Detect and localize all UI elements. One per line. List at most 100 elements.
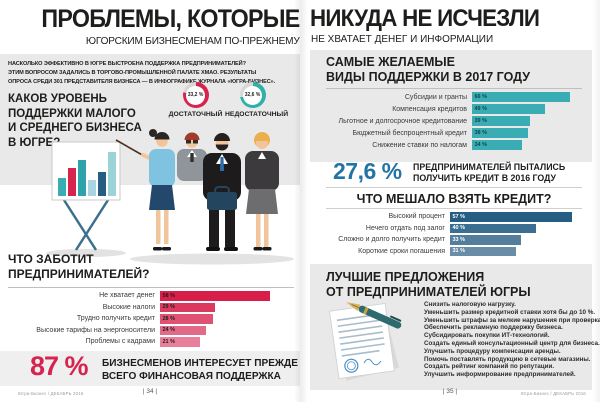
bar: 49 % <box>472 104 545 114</box>
suggestions-title: ЛУЧШИЕ ПРЕДЛОЖЕНИЯ ОТ ПРЕДПРИНИМАТЕЛЕЙ Ю… <box>326 270 531 300</box>
bar: 28 % <box>160 314 214 324</box>
person-red-hair-man <box>177 132 207 181</box>
bar-value-label: 33 % <box>452 236 466 243</box>
business-people-group <box>115 129 294 265</box>
person-black-suit-man <box>203 133 241 251</box>
concerns-bar-chart: Не хватает денег 58 % Высокие налоги 29 % Тр… <box>8 291 298 349</box>
pointer-stick-icon <box>115 139 145 157</box>
business-people-illustration <box>46 129 294 265</box>
bar-value-label: 66 % <box>474 94 488 100</box>
donut-gauge: 32,6 % НЕДОСТАТОЧНЫЙ <box>225 82 289 118</box>
bar-row: Высокий процент 57 % <box>326 212 582 222</box>
bar-row: Компенсация кредитов 49 % <box>326 104 582 114</box>
gauge-value: 33,2 % <box>186 85 205 105</box>
signature-icon <box>363 358 382 366</box>
desired-support-panel <box>310 50 592 162</box>
bar-value-label: 21 % <box>162 338 176 345</box>
bar-row: Высокие налоги 29 % <box>8 302 298 312</box>
bar: 57 % <box>450 212 572 222</box>
flipchart-icon <box>46 141 126 257</box>
bar-row: Бюджетный беспроцентный кредит 38 % <box>326 128 582 138</box>
bar-value-label: 29 % <box>162 304 176 311</box>
bar-category-label: Сложно и долго получить кредит <box>338 236 445 244</box>
divider <box>8 287 294 288</box>
bar-value-label: 39 % <box>474 118 488 124</box>
bar: 39 % <box>472 116 530 126</box>
bar-row: Проблемы с кадрами 21 % <box>8 337 298 347</box>
bar-row: Короткие сроки погашения 31 % <box>326 246 582 256</box>
obstacles-bar-chart: Высокий процент 57 % Нечего отдать под зал… <box>326 212 582 258</box>
bar-row: Трудно получить кредит 28 % <box>8 314 298 324</box>
gauge-label: ДОСТАТОЧНЫЙ <box>168 111 223 118</box>
bar: 40 % <box>450 223 536 233</box>
bar: 34 % <box>472 140 523 150</box>
bar: 24 % <box>160 325 206 335</box>
bar-value-label: 38 % <box>474 130 488 136</box>
bar-category-label: Не хватает денег <box>99 292 155 300</box>
credit-stat-text: ПРЕДПРИНИМАТЕЛЕЙ ПЫТАЛИСЬ ПОЛУЧИТЬ КРЕДИ… <box>413 162 566 184</box>
bar-value-label: 57 % <box>452 213 466 220</box>
gauge-value: 32,6 % <box>243 85 262 105</box>
suggestion-item: Создать рейтинг компаний по репутации. <box>424 363 555 371</box>
suggestion-item: Помочь поставлять продукцию в сетевые ма… <box>424 355 591 363</box>
bar-category-label: Компенсация кредитов <box>392 105 467 113</box>
bar-value-label: 24 % <box>162 327 176 334</box>
suggestion-item: Снизить налоговую нагрузку. <box>424 301 516 308</box>
bar-value-label: 49 % <box>474 106 488 112</box>
bar: 58 % <box>160 291 271 301</box>
suggestion-item: Создать единый консультационный центр дл… <box>424 339 600 347</box>
divider <box>326 88 582 89</box>
support-level-gauges: 33,2 % ДОСТАТОЧНЫЙ 32,6 % НЕДОСТАТОЧНЫЙ <box>168 82 289 118</box>
pen-icon <box>346 302 402 329</box>
gauge-label: НЕДОСТАТОЧНЫЙ <box>225 111 289 118</box>
donut-ring: 33,2 % <box>182 82 209 108</box>
bar: 29 % <box>160 302 216 312</box>
bar: 66 % <box>472 92 570 102</box>
donut-ring: 32,6 % <box>239 82 266 108</box>
suggestion-item: Субсидировать покупки ИТ-технологий. <box>424 332 550 340</box>
suggestion-item: Обеспечить рекламную поддержку бизнеса. <box>424 324 563 332</box>
person-pointing-woman <box>115 129 175 251</box>
bar-value-label: 28 % <box>162 315 176 322</box>
bar-row: Льготное и долгосрочное кредитование 39 % <box>326 116 582 126</box>
bar-category-label: Нечего отдать под залог <box>365 224 445 232</box>
page-gutter <box>294 0 308 402</box>
bar: 33 % <box>450 235 521 245</box>
bar-category-label: Субсидии и гранты <box>404 93 467 101</box>
bar-category-label: Бюджетный беспроцентный кредит <box>352 129 467 137</box>
suggestion-item: Уменьшить штрафы за мелкие нарушения при… <box>424 316 600 324</box>
stamp-icon <box>344 358 359 373</box>
bar-row: Высокие тарифы на энергоносители 24 % <box>8 325 298 335</box>
divider <box>326 208 582 209</box>
bar-category-label: Льготное и долгосрочное кредитование <box>338 117 467 125</box>
bar: 31 % <box>450 246 517 256</box>
suggestion-item: Уменьшить размер кредитной ставки хотя б… <box>424 308 596 316</box>
suggestion-item: Улучшить информирование предпринимателей… <box>424 371 576 379</box>
bar-row: Субсидии и гранты 66 % <box>326 92 582 102</box>
highlight-text: БИЗНЕСМЕНОВ ИНТЕРЕСУЕТ ПРЕЖДЕ ВСЕГО ФИНА… <box>102 357 298 383</box>
bar-category-label: Снижение ставки по налогам <box>372 141 467 149</box>
bar-row: Не хватает денег 58 % <box>8 291 298 301</box>
bar-value-label: 31 % <box>452 248 466 255</box>
document-icon <box>329 302 399 381</box>
bar: 38 % <box>472 128 529 138</box>
bar-row: Сложно и долго получить кредит 33 % <box>326 235 582 245</box>
desired-support-title: САМЫЕ ЖЕЛАЕМЫЕ ВИДЫ ПОДДЕРЖКИ В 2017 ГОД… <box>326 55 530 85</box>
bar-category-label: Высокие налоги <box>102 303 155 311</box>
concerns-chart-title: ЧТО ЗАБОТИТ ПРЕДПРИНИМАТЕЛЕЙ? <box>8 252 150 281</box>
bar-category-label: Проблемы с кадрами <box>85 338 155 346</box>
bar-row: Снижение ставки по налогам 34 % <box>326 140 582 150</box>
right-page-subtitle: НЕ ХВАТАЕТ ДЕНЕГ И ИНФОРМАЦИИ <box>311 34 494 45</box>
donut-gauge: 33,2 % ДОСТАТОЧНЫЙ <box>168 82 223 118</box>
right-page-number: | 35 | <box>442 388 458 395</box>
left-page-number: | 34 | <box>142 388 158 395</box>
suggestion-item: Улучшить процедуру компенсации аренды. <box>424 347 561 355</box>
desired-support-bar-chart: Субсидии и гранты 66 % Компенсация кредито… <box>326 92 582 152</box>
divider <box>326 187 582 188</box>
bar-category-label: Короткие сроки погашения <box>358 247 445 255</box>
document-pen-illustration <box>329 302 402 381</box>
right-imprint: Югра-Бизнес / ДЕКАБРЬ 2016 <box>520 391 586 396</box>
person-blonde-woman <box>245 132 279 251</box>
bar-value-label: 34 % <box>474 142 488 148</box>
